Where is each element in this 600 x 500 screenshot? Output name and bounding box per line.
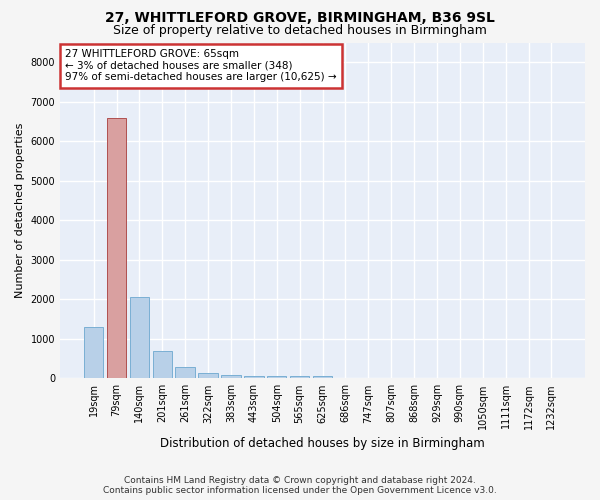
Bar bbox=[84, 327, 103, 378]
X-axis label: Distribution of detached houses by size in Birmingham: Distribution of detached houses by size … bbox=[160, 437, 485, 450]
Text: Size of property relative to detached houses in Birmingham: Size of property relative to detached ho… bbox=[113, 24, 487, 37]
Bar bbox=[152, 352, 172, 378]
Y-axis label: Number of detached properties: Number of detached properties bbox=[15, 122, 25, 298]
Bar bbox=[130, 297, 149, 378]
Bar bbox=[175, 368, 195, 378]
Bar bbox=[221, 375, 241, 378]
Bar bbox=[313, 376, 332, 378]
Text: 27 WHITTLEFORD GROVE: 65sqm
← 3% of detached houses are smaller (348)
97% of sem: 27 WHITTLEFORD GROVE: 65sqm ← 3% of deta… bbox=[65, 49, 337, 82]
Text: Contains HM Land Registry data © Crown copyright and database right 2024.
Contai: Contains HM Land Registry data © Crown c… bbox=[103, 476, 497, 495]
Bar bbox=[244, 376, 263, 378]
Bar bbox=[290, 376, 310, 378]
Bar bbox=[199, 372, 218, 378]
Bar bbox=[107, 118, 126, 378]
Bar bbox=[267, 376, 286, 378]
Text: 27, WHITTLEFORD GROVE, BIRMINGHAM, B36 9SL: 27, WHITTLEFORD GROVE, BIRMINGHAM, B36 9… bbox=[105, 11, 495, 25]
